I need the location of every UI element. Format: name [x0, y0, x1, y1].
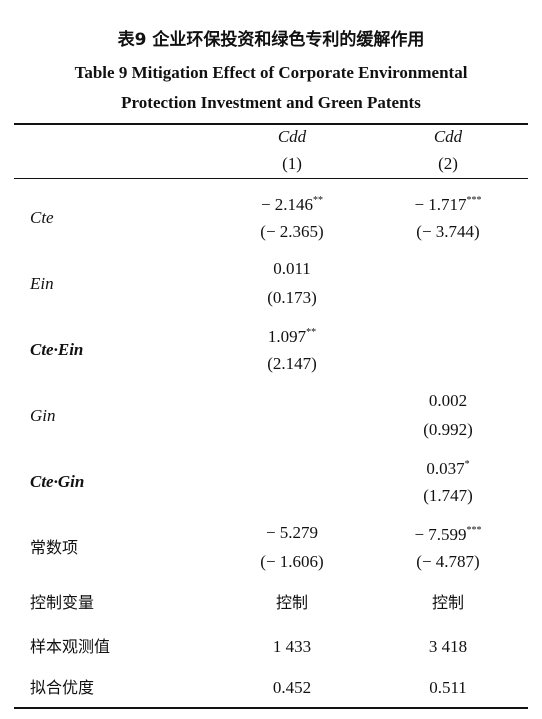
significance: ***	[466, 195, 482, 207]
coefficient: − 2.146**	[261, 191, 323, 215]
title-en: Table 9 Mitigation Effect of Corporate E…	[74, 63, 468, 82]
t-stat: (− 3.744)	[416, 222, 480, 241]
rule	[14, 123, 528, 125]
coefficient: 0.037*	[426, 455, 469, 479]
t-stat: (0.992)	[423, 420, 473, 439]
coefficient: 0.002	[429, 391, 467, 411]
row-label: 拟合优度	[30, 678, 95, 697]
row-label: Cte	[30, 208, 54, 227]
coef-value: − 5.279	[265, 523, 319, 542]
coef-value: − 1.717	[414, 194, 467, 214]
column-name: Cdd	[433, 127, 463, 146]
row-label: Cte·Gin	[30, 472, 85, 491]
coef-value: 0.037	[426, 458, 465, 478]
coef-value: − 7.599	[414, 524, 467, 544]
coefficient: − 7.599***	[414, 521, 481, 545]
significance: ***	[466, 525, 482, 537]
t-stat: (− 2.365)	[260, 222, 324, 241]
significance: **	[313, 195, 324, 207]
column-name: Cdd	[277, 127, 307, 146]
rule	[14, 178, 528, 179]
cell: 控制	[275, 593, 309, 612]
t-stat: (0.173)	[267, 288, 317, 307]
significance: *	[464, 459, 470, 471]
coef-value: 1.097	[267, 326, 307, 346]
row-label: Gin	[30, 406, 56, 425]
t-stat: (1.747)	[423, 486, 473, 505]
cell: 3 418	[428, 637, 468, 656]
t-stat: (2.147)	[267, 354, 317, 373]
significance: **	[306, 327, 317, 339]
cell: 控制	[431, 593, 465, 612]
coef-value: − 2.146	[260, 194, 314, 214]
title-en: Protection Investment and Green Patents	[121, 93, 421, 112]
t-stat: (− 4.787)	[416, 552, 480, 571]
row-label: 常数项	[30, 538, 79, 557]
coef-value: 0.011	[273, 259, 311, 278]
t-stat: (− 1.606)	[260, 552, 324, 571]
row-label: 控制变量	[30, 593, 95, 612]
coefficient: 0.011	[273, 259, 311, 279]
cell: 0.452	[272, 678, 312, 697]
cell: 0.511	[429, 678, 467, 697]
coef-value: 0.002	[428, 391, 468, 410]
coefficient: − 5.279	[266, 523, 318, 543]
row-label: Cte·Ein	[30, 340, 84, 359]
row-label: Ein	[30, 274, 54, 293]
coefficient: 1.097**	[268, 323, 316, 347]
rule	[14, 707, 528, 709]
title-cn: 表9 企业环保投资和绿色专利的缓解作用	[117, 30, 425, 50]
column-number: (2)	[438, 154, 458, 173]
column-number: (1)	[282, 154, 302, 173]
cell: 1 433	[272, 637, 312, 656]
row-label: 样本观测值	[30, 637, 111, 656]
coefficient: − 1.717***	[414, 191, 481, 215]
